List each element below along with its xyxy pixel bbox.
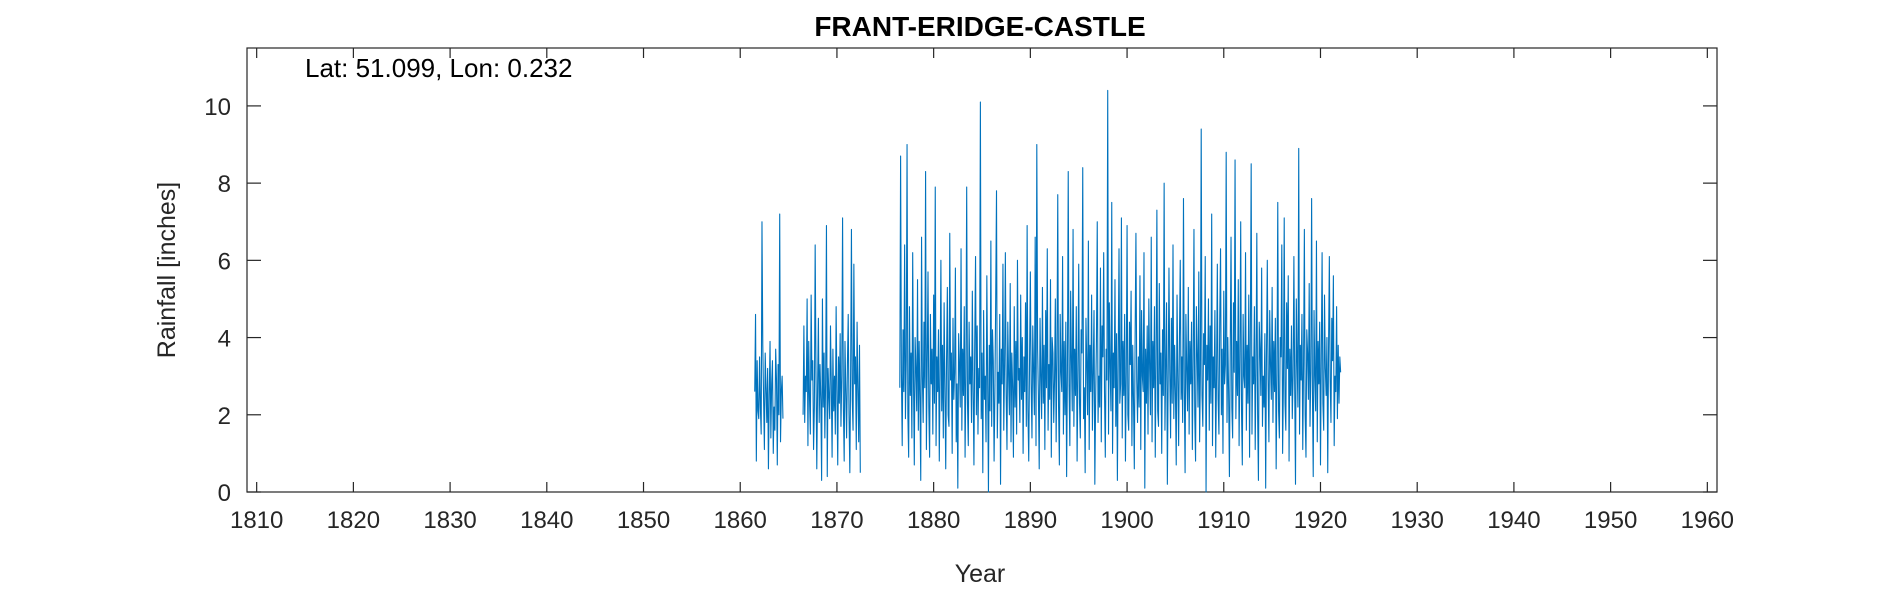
x-tick-label: 1890 bbox=[1004, 507, 1057, 534]
y-tick-label: 4 bbox=[218, 326, 231, 353]
x-tick-label: 1860 bbox=[714, 507, 767, 534]
location-annotation: Lat: 51.099, Lon: 0.232 bbox=[305, 53, 572, 83]
rainfall-series-segment-3 bbox=[899, 89, 1342, 493]
x-tick-label: 1900 bbox=[1100, 507, 1153, 534]
x-tick-label: 1870 bbox=[810, 507, 863, 534]
x-tick-label: 1830 bbox=[423, 507, 476, 534]
x-tick-label: 1910 bbox=[1197, 507, 1250, 534]
chart-title: FRANT-ERIDGE-CASTLE bbox=[814, 11, 1145, 42]
x-tick-label: 1920 bbox=[1294, 507, 1347, 534]
x-tick-label: 1940 bbox=[1487, 507, 1540, 534]
x-tick-label: 1840 bbox=[520, 507, 573, 534]
x-tick-label: 1960 bbox=[1681, 507, 1734, 534]
x-tick-label: 1880 bbox=[907, 507, 960, 534]
x-axis-label: Year bbox=[955, 560, 1006, 588]
x-tick-label: 1810 bbox=[230, 507, 283, 534]
y-tick-label: 2 bbox=[218, 403, 231, 430]
y-tick-label: 8 bbox=[218, 171, 231, 198]
x-axis: 1810 1820 1830 1840 1850 1860 1870 1880 1890 1900… bbox=[230, 48, 1734, 534]
y-tick-label: 0 bbox=[218, 480, 231, 507]
y-axis-label: Rainfall [inches] bbox=[153, 182, 181, 358]
y-axis: 0 2 4 6 8 10 bbox=[204, 94, 1717, 507]
x-tick-label: 1930 bbox=[1391, 507, 1444, 534]
x-tick-label: 1850 bbox=[617, 507, 670, 534]
rainfall-series-segment-2 bbox=[802, 217, 861, 481]
y-tick-label: 6 bbox=[218, 248, 231, 275]
rainfall-series-segment-1 bbox=[754, 213, 784, 470]
x-tick-label: 1950 bbox=[1584, 507, 1637, 534]
x-tick-label: 1820 bbox=[327, 507, 380, 534]
y-tick-label: 10 bbox=[204, 94, 231, 121]
data-series-layer bbox=[754, 89, 1342, 493]
